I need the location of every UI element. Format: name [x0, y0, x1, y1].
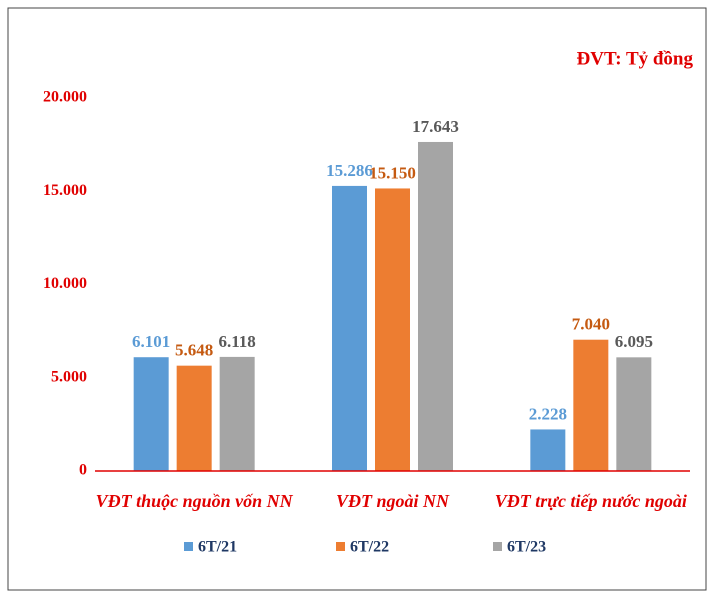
data-label: 15.286: [326, 161, 373, 180]
y-tick-label: 5.000: [51, 368, 87, 385]
legend-label: 6T/23: [507, 539, 546, 556]
legend-label: 6T/22: [350, 539, 389, 556]
x-tick-label: VĐT thuộc nguồn vốn NN: [96, 491, 294, 511]
data-label: 6.095: [615, 332, 653, 351]
legend-label: 6T/21: [198, 539, 237, 556]
x-tick-label: VĐT trực tiếp nước ngoài: [495, 491, 687, 511]
data-label: 6.101: [132, 332, 170, 351]
y-tick-label: 0: [79, 462, 87, 479]
bar: [375, 188, 410, 471]
legend-swatch: [184, 542, 193, 551]
y-tick-label: 20.000: [43, 89, 87, 106]
legend-swatch: [493, 542, 502, 551]
legend-swatch: [336, 542, 345, 551]
y-tick-label: 10.000: [43, 275, 87, 292]
data-label: 7.040: [572, 315, 610, 334]
bar: [332, 185, 367, 471]
data-label: 2.228: [529, 404, 567, 423]
y-tick-label: 15.000: [43, 182, 87, 199]
bar: [219, 356, 255, 471]
bar: [530, 429, 566, 471]
data-label: 5.648: [175, 341, 213, 360]
bar: [616, 357, 652, 471]
data-label: 6.118: [219, 332, 256, 351]
data-label: 17.643: [412, 117, 459, 136]
bar: [176, 365, 212, 471]
bar: [573, 339, 609, 471]
x-tick-label: VĐT ngoài NN: [336, 491, 450, 511]
unit-label: ĐVT: Tỷ đồng: [577, 48, 694, 69]
data-label: 15.150: [369, 163, 416, 182]
bar: [133, 357, 169, 471]
bar: [418, 141, 453, 471]
